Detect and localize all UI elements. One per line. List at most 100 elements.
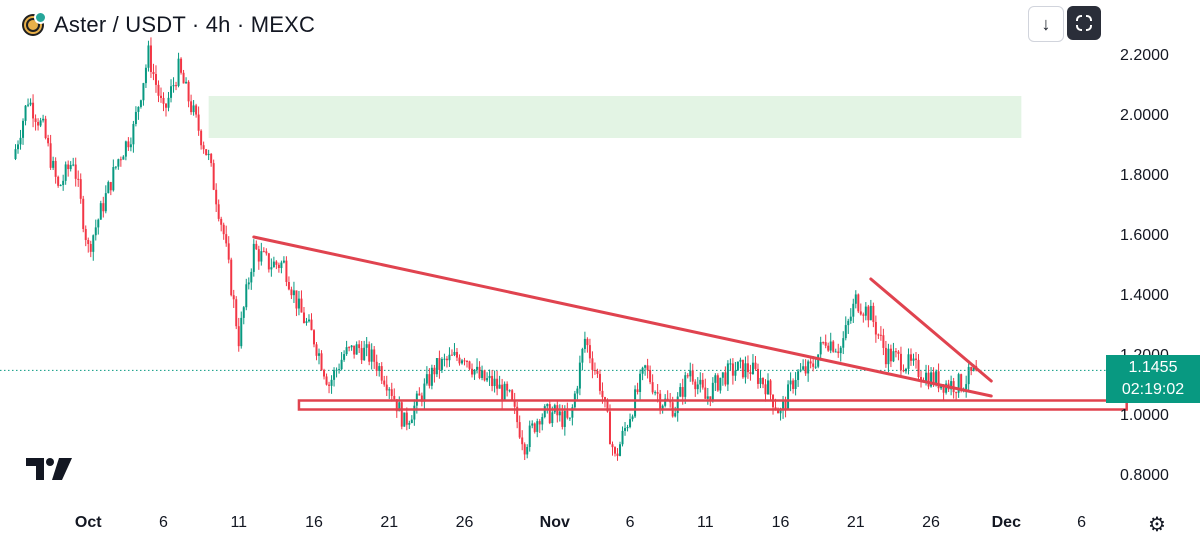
- candle: [556, 401, 559, 423]
- candle: [819, 336, 822, 361]
- candle: [767, 373, 770, 395]
- candle: [172, 77, 175, 93]
- candle: [320, 350, 323, 371]
- candle: [877, 333, 880, 340]
- candle: [170, 79, 173, 103]
- candle: [538, 419, 541, 433]
- candle: [453, 343, 456, 357]
- fullscreen-button[interactable]: [1067, 6, 1101, 40]
- x-tick-label: 6: [626, 514, 635, 531]
- candle: [533, 422, 536, 434]
- candle: [578, 355, 581, 396]
- candle: [403, 412, 406, 427]
- candle: [684, 371, 687, 404]
- x-tick-label: 16: [772, 514, 790, 531]
- candle: [824, 334, 827, 349]
- candle: [297, 290, 300, 316]
- candle: [418, 387, 421, 396]
- candle: [927, 365, 930, 390]
- candle: [34, 114, 37, 131]
- candle: [496, 370, 499, 396]
- candle: [192, 100, 195, 116]
- candle: [375, 354, 378, 377]
- candle: [180, 57, 183, 75]
- candle: [799, 363, 802, 373]
- candle: [302, 306, 305, 324]
- last-price-value: 1.1455: [1128, 359, 1178, 376]
- candle: [24, 105, 27, 126]
- candle: [904, 367, 907, 374]
- candle: [282, 256, 285, 264]
- candle: [471, 363, 474, 378]
- chart-title: Aster / USDT · 4h · MEXC: [54, 12, 316, 37]
- candle: [370, 343, 373, 370]
- candle: [636, 382, 639, 395]
- candle: [117, 158, 120, 170]
- candle: [29, 98, 32, 107]
- candle: [112, 159, 115, 192]
- x-tick-label: 21: [847, 514, 865, 531]
- candle: [82, 195, 85, 233]
- candle: [333, 367, 336, 387]
- candle: [39, 117, 42, 128]
- candle: [591, 351, 594, 379]
- candle: [787, 380, 790, 410]
- candle: [920, 370, 923, 388]
- candle: [14, 144, 17, 161]
- candle: [721, 372, 724, 386]
- candle: [330, 375, 333, 394]
- candle: [197, 106, 200, 136]
- candle: [47, 134, 50, 147]
- candle: [814, 358, 817, 369]
- candle: [566, 402, 569, 420]
- candle: [804, 359, 807, 376]
- candle: [27, 98, 30, 108]
- candle: [393, 388, 396, 401]
- settings-gear-icon[interactable]: ⚙: [1148, 514, 1166, 536]
- candle: [428, 368, 431, 389]
- candle: [64, 161, 67, 185]
- candle: [586, 337, 589, 353]
- candle: [272, 256, 275, 268]
- candle: [809, 357, 812, 369]
- candle: [22, 118, 25, 145]
- candle: [772, 394, 775, 415]
- candle: [882, 328, 885, 356]
- candle: [245, 278, 248, 311]
- candle: [583, 331, 586, 353]
- candle: [267, 252, 270, 273]
- candle: [957, 372, 960, 398]
- candle: [523, 442, 526, 461]
- arrow-down-icon: ↓: [1041, 13, 1051, 34]
- candle: [679, 383, 682, 398]
- candle: [937, 363, 940, 393]
- candle: [373, 346, 376, 369]
- x-tick-label: Oct: [75, 514, 102, 531]
- candle-countdown: 02:19:02: [1121, 381, 1185, 398]
- candle: [307, 314, 310, 323]
- candle: [473, 369, 476, 380]
- candle: [686, 373, 689, 379]
- candle: [827, 342, 830, 352]
- candle: [410, 415, 413, 424]
- candle: [837, 343, 840, 358]
- candle: [849, 308, 852, 324]
- candle: [17, 140, 20, 154]
- last-price-tag: 1.1455 02:19:02: [1106, 355, 1200, 403]
- candle: [719, 377, 722, 394]
- candle: [644, 364, 647, 376]
- candle: [400, 400, 403, 430]
- candle: [323, 368, 326, 380]
- candle: [651, 374, 654, 395]
- candle: [706, 387, 709, 405]
- x-tick-label: 6: [1077, 514, 1086, 531]
- download-button[interactable]: ↓: [1028, 6, 1064, 42]
- x-axis: Oct 6 11 16 21 26 Nov 6 11 16 21 26 Dec 6: [75, 514, 1086, 531]
- candles: [14, 37, 978, 461]
- candle: [99, 200, 102, 220]
- x-tick-label: Nov: [540, 514, 570, 531]
- candle: [340, 352, 343, 371]
- candle: [72, 157, 75, 167]
- candle: [89, 240, 92, 258]
